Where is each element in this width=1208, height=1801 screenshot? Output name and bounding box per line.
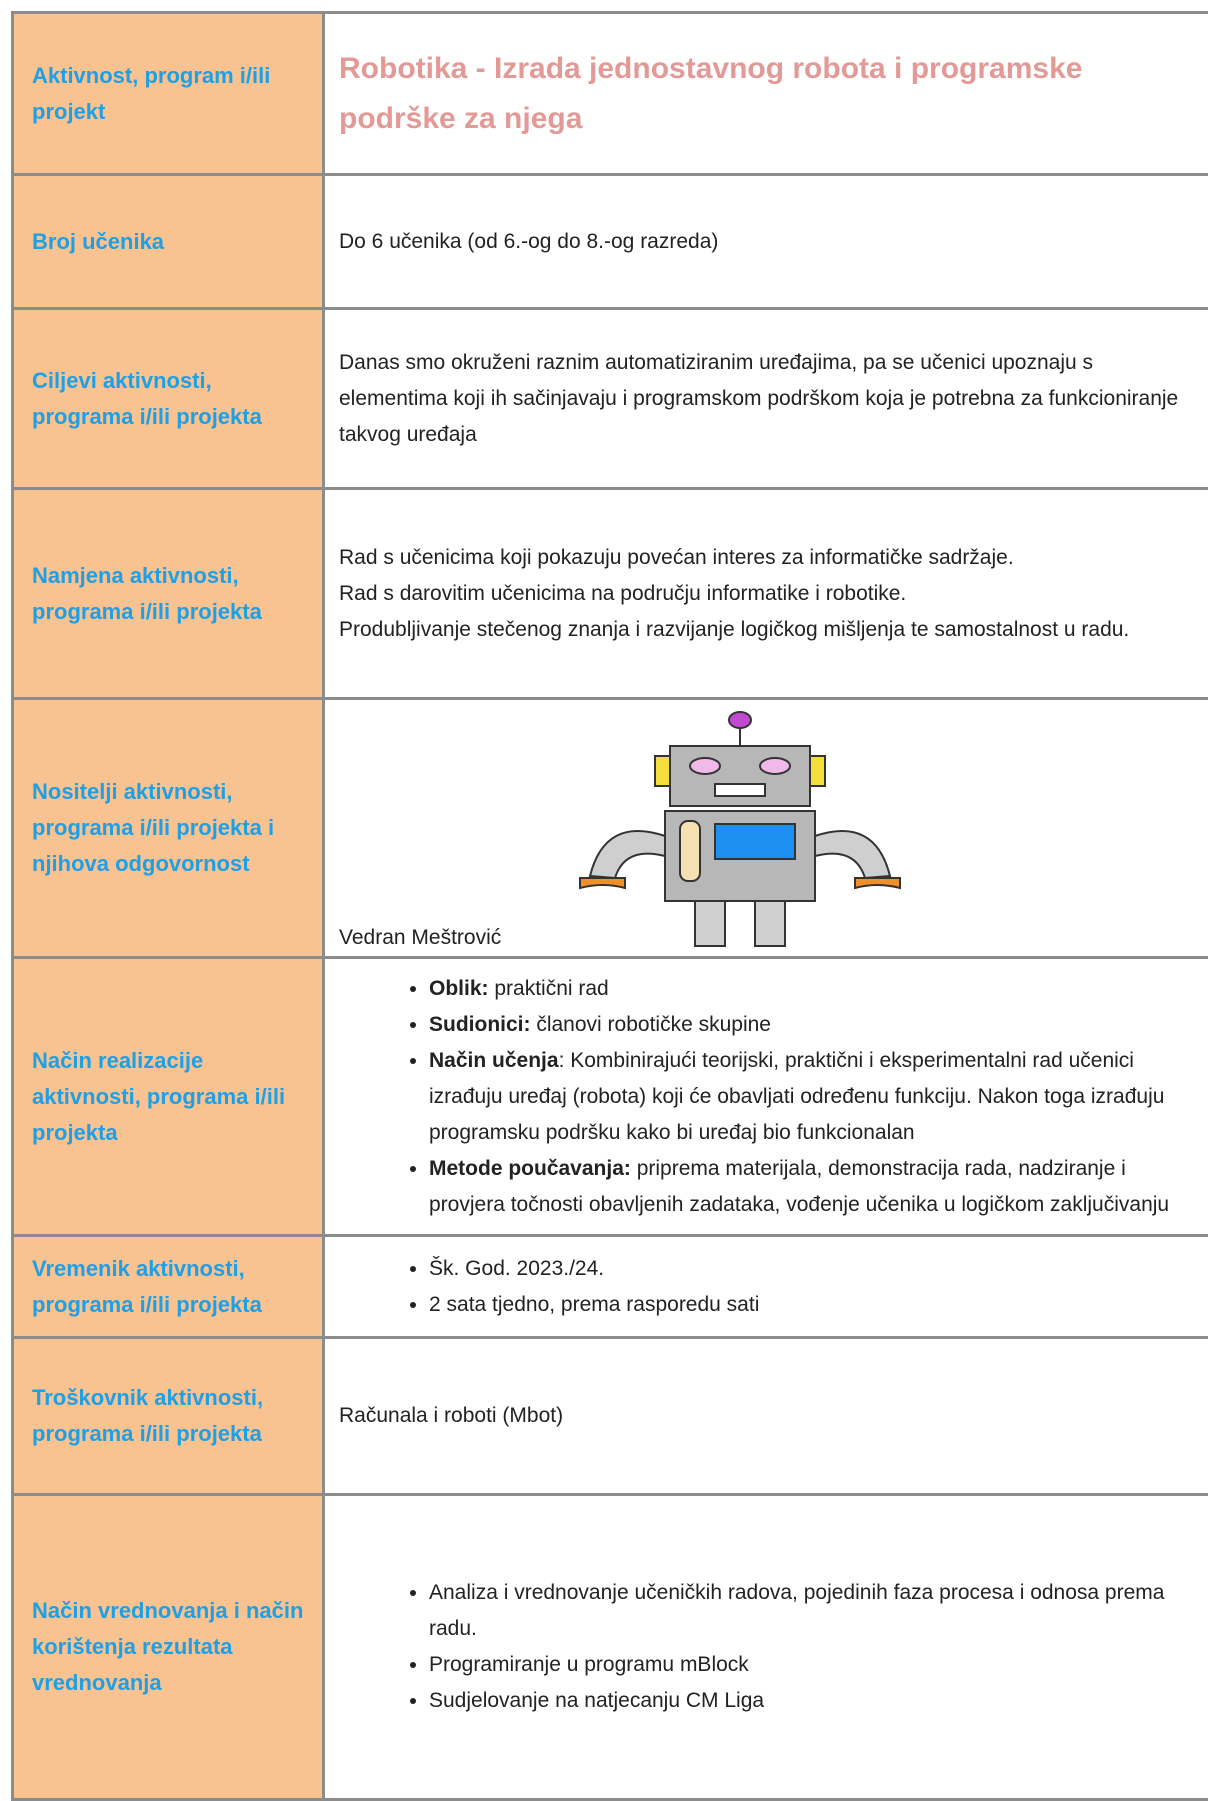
table-row: Namjena aktivnosti, programa i/ili proje… (13, 489, 1208, 699)
row-label: Namjena aktivnosti, programa i/ili proje… (13, 489, 324, 699)
row-label: Način realizacije aktivnosti, programa i… (13, 958, 324, 1236)
row-text: Do 6 učenika (od 6.-og do 8.-og razreda) (324, 175, 1208, 309)
bullet-text: Analiza i vrednovanje učeničkih radova, … (429, 1581, 1164, 1640)
table-row: Ciljevi aktivnosti, programa i/ili proje… (13, 309, 1208, 489)
bullet-item: Sudionici: članovi robotičke skupine (429, 1007, 1194, 1043)
bullet-heading: Oblik: (429, 977, 489, 1000)
robot-illustration (575, 706, 905, 951)
bullet-text: praktični rad (489, 977, 609, 1000)
row-cell: Rad s učenicima koji pokazuju povećan in… (324, 489, 1208, 699)
bullet-item: Oblik: praktični rad (429, 971, 1194, 1007)
bullet-heading: Metode poučavanja: (429, 1157, 631, 1180)
activity-title: Robotika - Izrada jednostavnog robota i … (324, 13, 1208, 175)
row-label: Ciljevi aktivnosti, programa i/ili proje… (13, 309, 324, 489)
row-cell: Vedran Meštrović (324, 699, 1208, 958)
bullet-item: Sudjelovanje na natjecanju CM Liga (429, 1683, 1194, 1719)
bullet-heading: Način učenja (429, 1049, 559, 1072)
bullet-text: Sudjelovanje na natjecanju CM Liga (429, 1689, 764, 1712)
text-line: Produbljivanje stečenog znanja i razvija… (339, 612, 1194, 648)
table-row: Troškovnik aktivnosti, programa i/ili pr… (13, 1338, 1208, 1495)
bullet-item: 2 sata tjedno, prema rasporedu sati (429, 1287, 1194, 1323)
bullet-item: Šk. God. 2023./24. (429, 1251, 1194, 1287)
row-text: Računala i roboti (Mbot) (324, 1338, 1208, 1495)
row-label: Broj učenika (13, 175, 324, 309)
bullet-text: Programiranje u programu mBlock (429, 1653, 749, 1676)
row-label: Aktivnost, program i/ili projekt (13, 13, 324, 175)
bullet-list: Analiza i vrednovanje učeničkih radova, … (339, 1575, 1194, 1719)
bullet-list: Oblik: praktični radSudionici: članovi r… (339, 971, 1194, 1223)
row-text: Danas smo okruženi raznim automatizirani… (324, 309, 1208, 489)
text-line: Rad s učenicima koji pokazuju povećan in… (339, 540, 1194, 576)
row-cell: Oblik: praktični radSudionici: članovi r… (324, 958, 1208, 1236)
bullet-heading: Sudionici: (429, 1013, 531, 1036)
bullet-text: članovi robotičke skupine (531, 1013, 771, 1036)
table-row: Vremenik aktivnosti, programa i/ili proj… (13, 1236, 1208, 1338)
text-line: Rad s darovitim učenicima na području in… (339, 576, 1194, 612)
bullet-item: Analiza i vrednovanje učeničkih radova, … (429, 1575, 1194, 1647)
row-label: Troškovnik aktivnosti, programa i/ili pr… (13, 1338, 324, 1495)
bullet-item: Način učenja: Kombinirajući teorijski, p… (429, 1043, 1194, 1151)
bullet-list: Šk. God. 2023./24. 2 sata tjedno, prema r… (339, 1251, 1194, 1323)
bullet-text: Šk. God. 2023./24. (429, 1257, 604, 1280)
row-label: Nositelji aktivnosti, programa i/ili pro… (13, 699, 324, 958)
row-cell: Šk. God. 2023./24. 2 sata tjedno, prema r… (324, 1236, 1208, 1338)
table-row: Nositelji aktivnosti, programa i/ili pro… (13, 699, 1208, 958)
bullet-text: 2 sata tjedno, prema rasporedu sati (429, 1293, 759, 1316)
bullet-item: Programiranje u programu mBlock (429, 1647, 1194, 1683)
table-row: Način realizacije aktivnosti, programa i… (13, 958, 1208, 1236)
row-label: Vremenik aktivnosti, programa i/ili proj… (13, 1236, 324, 1338)
bullet-item: Metode poučavanja: priprema materijala, … (429, 1151, 1194, 1223)
table-row: Način vrednovanja i način korištenja rez… (13, 1495, 1208, 1800)
row-label: Način vrednovanja i način korištenja rez… (13, 1495, 324, 1800)
person-name: Vedran Meštrović (339, 926, 501, 949)
row-cell: Analiza i vrednovanje učeničkih radova, … (324, 1495, 1208, 1800)
